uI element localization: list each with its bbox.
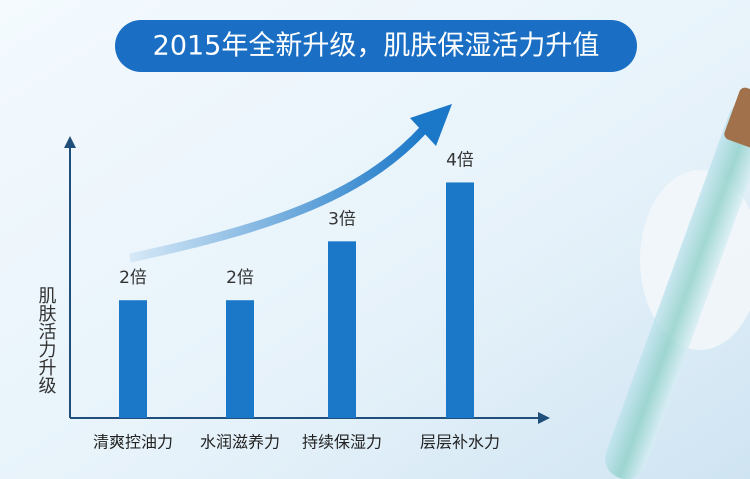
x-tick-label: 持续保湿力 <box>302 433 382 452</box>
x-tick-label: 清爽控油力 <box>93 433 173 452</box>
value-label: 4倍 <box>446 150 474 170</box>
value-label: 2倍 <box>119 268 147 288</box>
decoration <box>605 87 750 479</box>
chart-title: 2015年全新升级，肌肤保湿活力升值 <box>153 31 600 62</box>
bar <box>226 300 254 418</box>
y-axis-arrow <box>64 136 76 148</box>
x-tick-label: 水润滋养力 <box>200 433 280 452</box>
value-label: 2倍 <box>226 268 254 288</box>
bar <box>119 300 147 418</box>
bar <box>328 241 356 418</box>
x-axis-arrow <box>538 412 550 424</box>
y-axis-label: 肌肤活力升级 <box>36 286 57 394</box>
value-label: 3倍 <box>328 209 356 229</box>
x-tick-label: 层层补水力 <box>420 433 500 452</box>
trend-arrow <box>129 124 429 263</box>
bar <box>446 182 474 418</box>
title-pill <box>115 20 637 72</box>
trend-arrow-head <box>410 104 452 146</box>
